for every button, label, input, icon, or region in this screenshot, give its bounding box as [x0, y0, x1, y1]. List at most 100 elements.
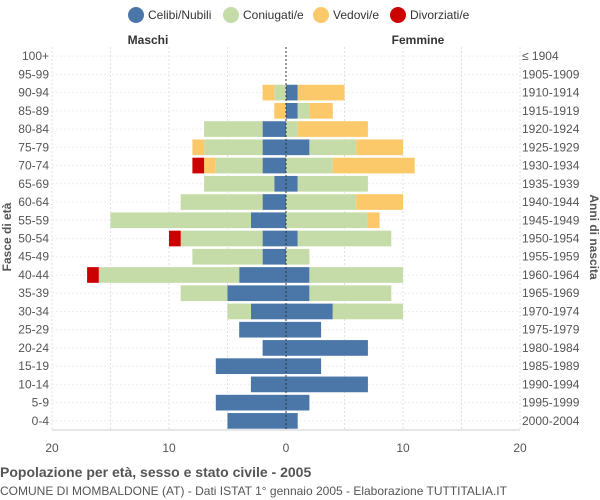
bar-female-single	[286, 376, 368, 393]
birth-year-label: 1990-1994	[522, 377, 580, 391]
x-tick-label: 20	[513, 441, 527, 455]
bar-male-widowed	[204, 157, 216, 174]
birth-year-label: ≤ 1904	[522, 49, 559, 63]
birth-year-label: 1935-1939	[522, 177, 580, 191]
birth-year-label: 1950-1954	[522, 232, 580, 246]
bar-male-married	[274, 84, 286, 101]
bar-male-single	[250, 303, 286, 320]
birth-year-label: 1930-1934	[522, 159, 580, 173]
bar-male-single	[262, 157, 286, 174]
bar-female-married	[309, 267, 403, 283]
birth-year-label: 1920-1924	[522, 122, 580, 136]
birth-year-label: 1985-1989	[522, 359, 580, 373]
bar-female-single	[286, 394, 310, 411]
age-group-label: 95-99	[18, 67, 49, 81]
bar-female-single	[286, 102, 298, 119]
birth-year-label: 1965-1969	[522, 286, 580, 300]
bars-layer	[87, 84, 415, 429]
bar-female-single	[286, 230, 298, 247]
age-group-label: 45-49	[18, 250, 49, 264]
bar-male-single	[262, 121, 286, 137]
bar-female-married	[286, 248, 310, 265]
age-group-label: 25-29	[18, 323, 49, 337]
age-group-label: 70-74	[18, 159, 49, 173]
legend-swatch	[223, 7, 239, 23]
legend-label: Vedovi/e	[333, 8, 379, 22]
birth-year-label: 1910-1914	[522, 86, 580, 100]
bar-female-married	[297, 175, 368, 192]
birth-year-label: 1975-1979	[522, 323, 580, 337]
birth-year-label: 1925-1929	[522, 140, 580, 154]
bar-female-single	[286, 303, 333, 320]
bar-male-divorced	[169, 230, 181, 247]
bar-male-single	[250, 376, 286, 393]
bar-female-widowed	[332, 157, 415, 174]
bar-male-married	[180, 230, 263, 247]
bar-male-married	[180, 194, 263, 210]
birth-year-label: 1960-1964	[522, 268, 580, 282]
age-group-label: 30-34	[18, 304, 49, 318]
bar-female-single	[286, 321, 322, 338]
bar-male-single	[262, 230, 286, 247]
bar-male-single	[274, 175, 286, 192]
x-tick-label: 10	[396, 441, 410, 455]
bar-male-married	[227, 303, 251, 320]
bar-male-married	[98, 267, 240, 283]
bar-female-single	[286, 139, 310, 156]
bar-female-married	[332, 303, 403, 320]
legend-swatch	[128, 7, 144, 23]
bar-male-single	[262, 340, 286, 356]
left-side-label: Maschi	[128, 33, 169, 47]
bar-female-widowed	[297, 121, 368, 137]
age-group-label: 50-54	[18, 232, 49, 246]
age-group-label: 65-69	[18, 177, 49, 191]
bar-male-single	[250, 212, 286, 229]
age-group-label: 15-19	[18, 359, 49, 373]
birth-year-label: 1995-1999	[522, 396, 580, 410]
bar-female-single	[286, 267, 310, 283]
bar-male-married	[192, 248, 263, 265]
age-group-label: 90-94	[18, 86, 49, 100]
bar-female-married	[309, 139, 357, 156]
age-group-label: 60-64	[18, 195, 49, 209]
bar-male-single	[262, 194, 286, 210]
bar-male-widowed	[274, 102, 286, 119]
age-group-label: 5-9	[32, 396, 50, 410]
y-axis-label-right: Anni di nascita	[587, 194, 600, 280]
bar-male-single	[227, 413, 286, 429]
age-group-label: 100+	[22, 49, 49, 63]
bar-female-widowed	[356, 194, 403, 210]
chart-subtitle: COMUNE DI MOMBALDONE (AT) - Dati ISTAT 1…	[0, 484, 507, 498]
bar-male-single	[239, 321, 286, 338]
legend-swatch	[390, 7, 406, 23]
birth-year-label: 1970-1974	[522, 304, 580, 318]
bar-male-single	[239, 267, 286, 283]
chart-title: Popolazione per età, sesso e stato civil…	[0, 464, 312, 480]
bar-male-married	[204, 139, 263, 156]
x-tick-label: 10	[162, 441, 176, 455]
bar-male-married	[110, 212, 251, 229]
legend-label: Coniugati/e	[243, 8, 304, 22]
bar-female-widowed	[356, 139, 403, 156]
right-side-label: Femmine	[392, 33, 445, 47]
bar-male-married	[204, 121, 263, 137]
bar-female-married	[297, 230, 392, 247]
bar-male-single	[262, 139, 286, 156]
legend-label: Celibi/Nubili	[148, 8, 211, 22]
birth-year-label: 1980-1984	[522, 341, 580, 355]
bar-male-married	[180, 285, 228, 302]
birth-year-label: 1945-1949	[522, 213, 580, 227]
bar-female-married	[286, 157, 333, 174]
bar-male-single	[215, 358, 286, 375]
legend: Celibi/Nubili Coniugati/e Vedovi/e Divorzia…	[128, 7, 470, 23]
bar-female-widowed	[367, 212, 380, 229]
legend-swatch	[313, 7, 329, 23]
bar-female-married	[286, 194, 357, 210]
bar-male-divorced	[192, 157, 205, 174]
bar-female-married	[286, 121, 298, 137]
bar-female-widowed	[309, 102, 333, 119]
bar-male-widowed	[262, 84, 275, 101]
age-group-label: 40-44	[18, 268, 49, 282]
bar-female-single	[286, 358, 322, 375]
